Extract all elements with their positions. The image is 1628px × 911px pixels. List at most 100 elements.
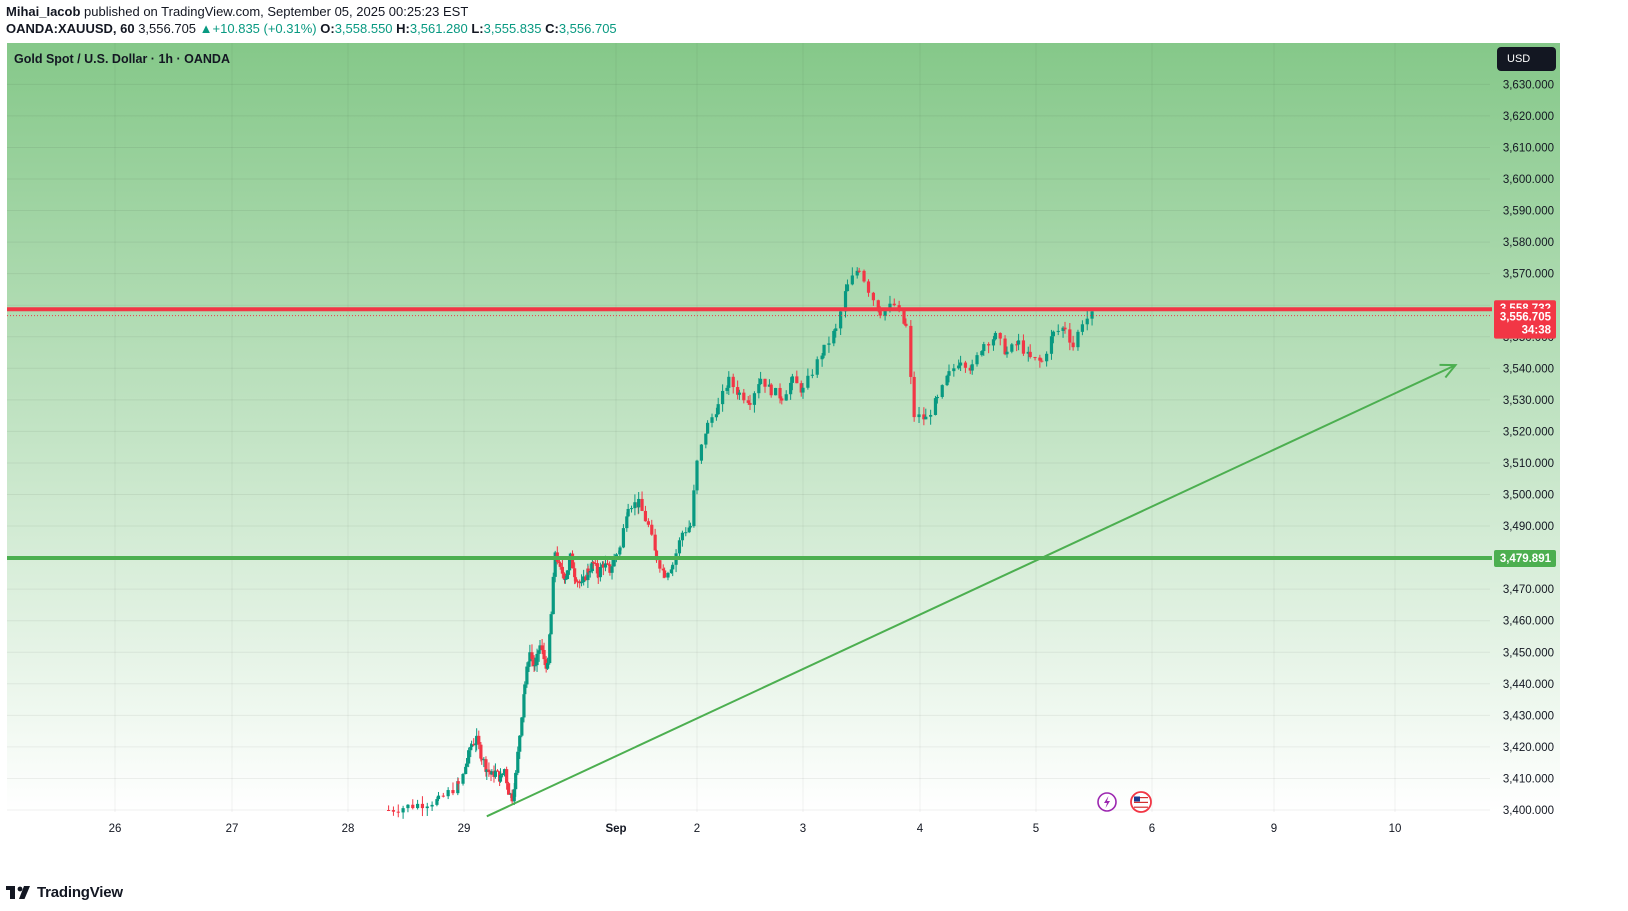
candle <box>485 768 489 780</box>
publish-info: Mihai_Iacob published on TradingView.com… <box>6 4 468 19</box>
candle <box>684 527 688 537</box>
candle <box>757 378 761 399</box>
candle <box>575 579 580 588</box>
candle <box>975 352 979 367</box>
candle <box>596 570 600 584</box>
candle <box>1005 346 1009 358</box>
high-value: 3,561.280 <box>409 21 468 36</box>
candle <box>695 459 699 495</box>
candle <box>1061 326 1065 338</box>
time-axis[interactable]: 26 27 28 29 Sep 2 3 4 5 6 9 10 <box>109 823 1402 835</box>
trend-line[interactable] <box>486 363 1458 818</box>
candle <box>1076 329 1080 351</box>
candle <box>523 681 527 699</box>
candle <box>784 390 788 401</box>
candle <box>525 662 529 688</box>
candle <box>401 805 405 819</box>
candle <box>605 559 610 565</box>
candle <box>663 567 667 579</box>
candle <box>565 570 570 580</box>
candle <box>475 728 479 751</box>
y-tick-label: 3,530.000 <box>1503 395 1554 407</box>
y-tick-label: 3,430.000 <box>1503 710 1554 722</box>
candle <box>551 572 555 615</box>
candle <box>980 350 984 357</box>
candle <box>464 757 469 773</box>
candle <box>970 359 974 375</box>
candle <box>549 611 553 635</box>
candle <box>822 344 826 359</box>
y-tick-label: 3,500.000 <box>1503 490 1554 502</box>
candle <box>532 655 536 673</box>
candle <box>490 769 494 775</box>
event-markers[interactable] <box>1097 791 1152 813</box>
candle <box>495 769 500 772</box>
symbol-label[interactable]: OANDA:XAUUSD, 60 <box>6 21 135 36</box>
lightning-icon[interactable] <box>1097 792 1117 812</box>
candle <box>542 642 546 666</box>
candle <box>1017 333 1021 351</box>
candle <box>535 648 539 672</box>
candle <box>441 792 445 798</box>
candle <box>935 394 939 404</box>
x-tick-label: 10 <box>1389 823 1402 835</box>
y-tick-label: 3,540.000 <box>1503 363 1554 375</box>
y-tick-label: 3,620.000 <box>1503 111 1554 123</box>
candle <box>629 505 634 513</box>
candle <box>608 565 612 576</box>
y-tick-label: 3,490.000 <box>1503 521 1554 533</box>
candle <box>1015 340 1019 352</box>
candle <box>500 773 505 778</box>
x-tick-label: 27 <box>226 823 239 835</box>
candle <box>573 572 578 584</box>
x-tick-label: Sep <box>605 823 626 835</box>
key-level-lines[interactable] <box>7 307 1492 560</box>
currency-badge[interactable]: USD <box>1497 47 1556 71</box>
candle <box>514 770 518 797</box>
candle <box>540 638 544 655</box>
x-tick-label: 2 <box>694 823 700 835</box>
candle <box>1003 335 1007 356</box>
candle <box>464 766 468 775</box>
logo-text: TradingView <box>37 884 123 901</box>
y-tick-label: 3,410.000 <box>1503 773 1554 785</box>
candle <box>562 572 567 584</box>
candle <box>795 370 799 384</box>
candle <box>850 267 854 286</box>
candle <box>530 644 534 667</box>
candle <box>959 355 963 372</box>
publish-text: published on TradingView.com, September … <box>84 4 469 19</box>
candle <box>789 377 793 400</box>
candle <box>968 365 972 375</box>
candle <box>436 791 441 802</box>
y-tick-label: 3,520.000 <box>1503 426 1554 438</box>
candle <box>857 267 861 273</box>
candle <box>671 562 675 577</box>
y-tick-label: 3,460.000 <box>1503 616 1554 628</box>
candle <box>725 385 729 395</box>
ohlc-legend: OANDA:XAUUSD, 60 3,556.705 ▲+10.835 (+0.… <box>6 21 617 36</box>
author-name[interactable]: Mihai_Iacob <box>6 4 81 19</box>
y-tick-label: 3,580.000 <box>1503 237 1554 249</box>
us-flag-icon[interactable] <box>1130 791 1152 813</box>
candle <box>909 320 913 385</box>
candle <box>425 802 429 816</box>
candle <box>991 335 996 351</box>
candle <box>446 787 450 800</box>
candle <box>387 805 391 812</box>
trend-line-segment[interactable] <box>486 364 1456 818</box>
candle <box>987 342 991 354</box>
tradingview-logo[interactable]: TradingView <box>6 884 123 901</box>
candle <box>721 384 725 412</box>
candle <box>477 730 481 750</box>
current-price-tag-text: 34:38 <box>1522 325 1552 337</box>
candle <box>952 363 956 377</box>
candle <box>827 336 831 353</box>
candle <box>579 574 584 587</box>
candle <box>591 560 595 569</box>
candle <box>704 433 708 449</box>
candle <box>688 522 693 530</box>
candle <box>699 444 704 464</box>
candle <box>406 804 410 813</box>
